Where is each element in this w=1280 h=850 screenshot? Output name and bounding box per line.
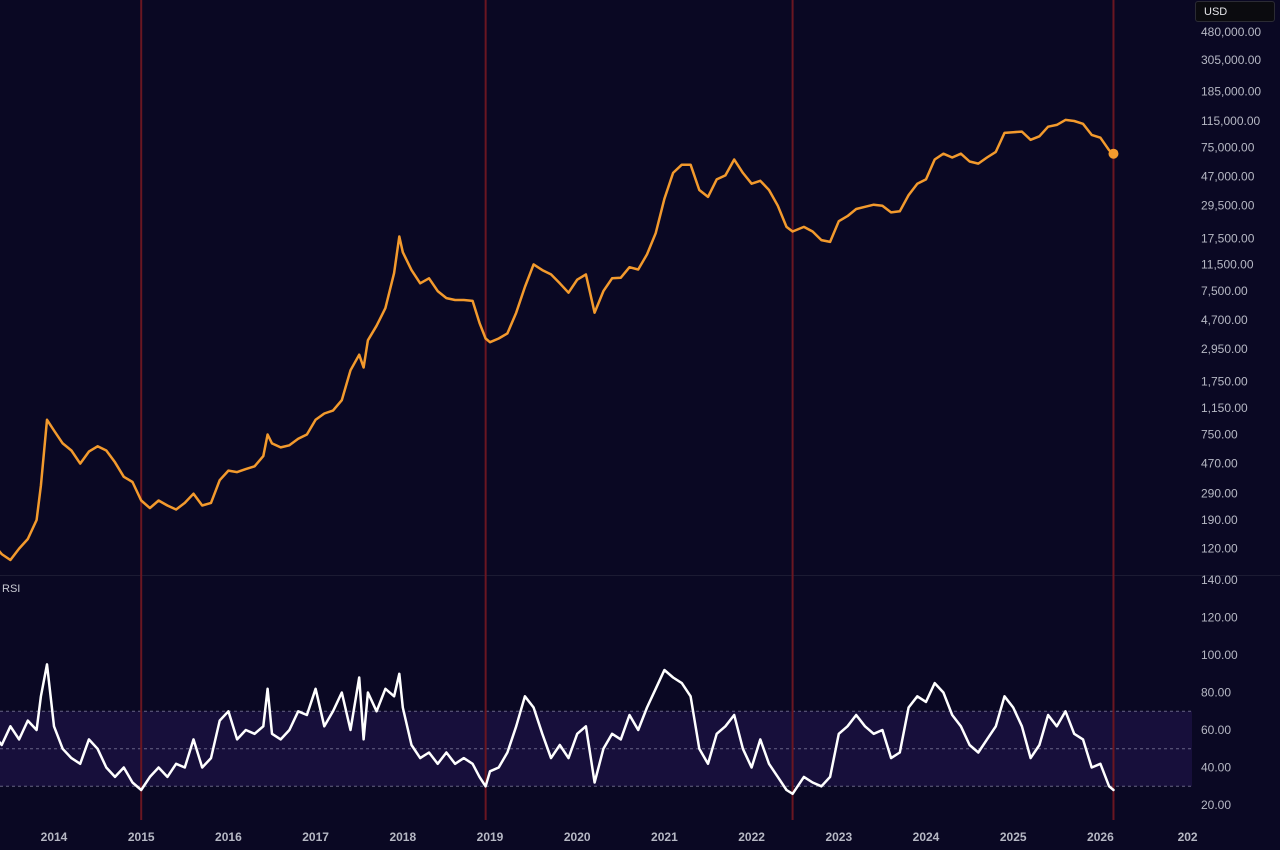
price-y-tick-10: 11,500.00 bbox=[1201, 257, 1254, 271]
price-line bbox=[0, 118, 1115, 562]
rsi-line bbox=[0, 663, 1115, 796]
x-tick-13: 202 bbox=[1178, 830, 1198, 844]
price-y-tick-16: 185,000.00 bbox=[1201, 84, 1261, 98]
rsi-y-tick-0: 20.00 bbox=[1201, 798, 1231, 812]
rsi-y-tick-3: 80.00 bbox=[1201, 686, 1231, 700]
price-y-tick-3: 470.00 bbox=[1201, 457, 1238, 471]
x-tick-11: 2025 bbox=[1000, 830, 1027, 844]
x-tick-0: 2014 bbox=[41, 830, 68, 844]
price-y-tick-9: 7,500.00 bbox=[1201, 284, 1248, 298]
price-y-tick-7: 2,950.00 bbox=[1201, 342, 1248, 356]
price-y-tick-5: 1,150.00 bbox=[1201, 401, 1248, 415]
rsi-y-tick-5: 120.00 bbox=[1201, 611, 1238, 625]
rsi-y-tick-4: 100.00 bbox=[1201, 648, 1238, 662]
price-y-tick-13: 47,000.00 bbox=[1201, 170, 1255, 184]
x-tick-3: 2017 bbox=[302, 830, 329, 844]
price-y-tick-14: 75,000.00 bbox=[1201, 141, 1255, 155]
x-tick-8: 2022 bbox=[738, 830, 765, 844]
price-y-tick-6: 1,750.00 bbox=[1201, 375, 1248, 389]
rsi-y-tick-1: 40.00 bbox=[1201, 761, 1231, 775]
x-tick-10: 2024 bbox=[913, 830, 940, 844]
price-y-tick-15: 115,000.00 bbox=[1201, 114, 1260, 128]
rsi-y-tick-2: 60.00 bbox=[1201, 723, 1231, 737]
x-tick-12: 2026 bbox=[1087, 830, 1114, 844]
price-y-tick-4: 750.00 bbox=[1201, 427, 1238, 441]
x-tick-2: 2016 bbox=[215, 830, 242, 844]
price-y-tick-0: 120.00 bbox=[1201, 542, 1238, 556]
price-y-tick-1: 190.00 bbox=[1201, 513, 1238, 527]
price-y-tick-8: 4,700.00 bbox=[1201, 313, 1248, 327]
price-last-point bbox=[1108, 148, 1119, 159]
price-y-tick-12: 29,500.00 bbox=[1201, 199, 1255, 213]
price-y-tick-18: 480,000.00 bbox=[1201, 25, 1261, 39]
price-y-tick-11: 17,500.00 bbox=[1201, 231, 1255, 245]
x-tick-9: 2023 bbox=[825, 830, 852, 844]
price-y-tick-17: 305,000.00 bbox=[1201, 53, 1261, 67]
x-tick-1: 2015 bbox=[128, 830, 155, 844]
x-tick-5: 2019 bbox=[477, 830, 504, 844]
x-tick-4: 2018 bbox=[389, 830, 416, 844]
x-tick-6: 2020 bbox=[564, 830, 591, 844]
rsi-label: RSI bbox=[2, 583, 21, 595]
price-y-tick-2: 290.00 bbox=[1201, 487, 1238, 501]
rsi-y-tick-6: 140.00 bbox=[1201, 573, 1238, 587]
x-tick-7: 2021 bbox=[651, 830, 678, 844]
currency-badge[interactable]: USD bbox=[1195, 1, 1275, 22]
